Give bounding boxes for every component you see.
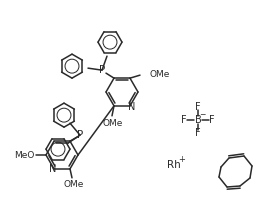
Text: OMe: OMe — [103, 119, 123, 128]
Text: −: − — [199, 110, 205, 120]
Text: B: B — [195, 115, 201, 125]
Text: N: N — [49, 164, 57, 174]
Text: N: N — [128, 102, 136, 112]
Text: MeO: MeO — [14, 151, 34, 159]
Text: F: F — [181, 115, 187, 125]
Text: P: P — [77, 130, 83, 140]
Text: OMe: OMe — [150, 70, 170, 79]
Text: P: P — [99, 65, 105, 75]
Text: F: F — [209, 115, 215, 125]
Text: Rh: Rh — [167, 160, 181, 170]
Text: F: F — [195, 102, 201, 112]
Text: F: F — [195, 128, 201, 138]
Text: +: + — [179, 156, 185, 164]
Text: OMe: OMe — [64, 180, 84, 189]
